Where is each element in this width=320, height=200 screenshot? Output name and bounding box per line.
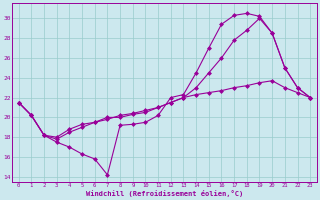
X-axis label: Windchill (Refroidissement éolien,°C): Windchill (Refroidissement éolien,°C) bbox=[86, 190, 243, 197]
